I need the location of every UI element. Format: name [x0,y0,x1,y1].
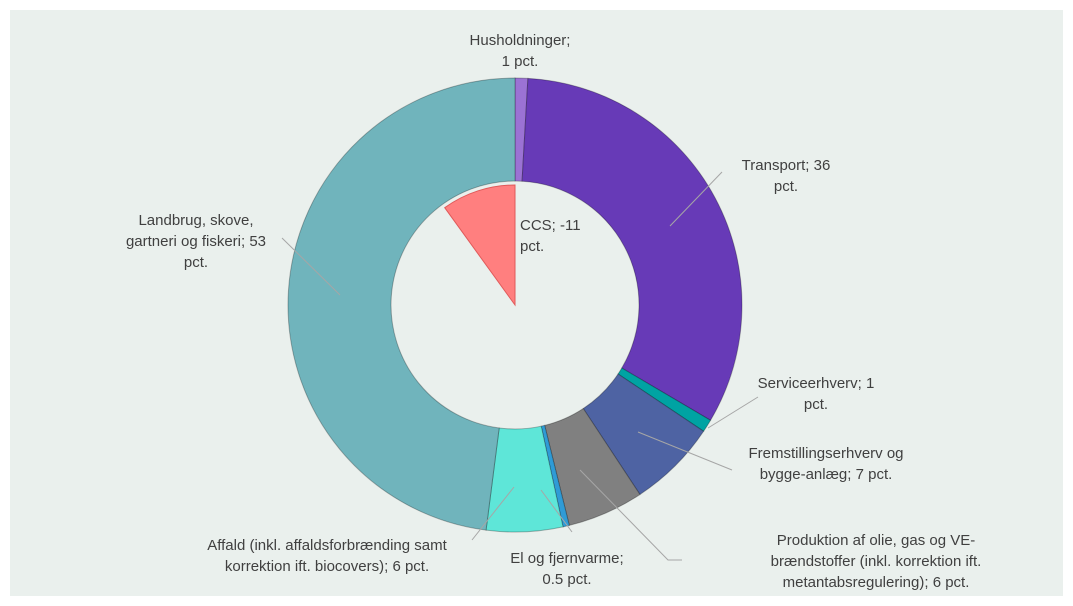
data-label: Produktion af olie, gas og VE-brændstoff… [751,530,1001,593]
value-label: 1 pct. [501,53,539,70]
value-label: 0.5 pct. [542,571,592,588]
value-label: 53 pct. [183,233,267,271]
category-label: Landbrug, skove, gartneri og fiskeri; [125,212,254,250]
value-label: -11 pct. [520,217,581,255]
value-label: 36 pct. [773,157,831,195]
value-label: 6 pct. [392,558,430,575]
leader-line [471,486,515,541]
data-label: Husholdninger; 1 pct. [464,30,576,72]
category-label: Husholdninger; [469,32,571,49]
data-label: Fremstillingserhverv og bygge-anlæg; 7 p… [746,443,906,485]
inner-wedge [444,184,516,307]
category-label: Fremstillingserhverv og bygge-anlæg; [748,445,904,483]
donut-segment [617,367,712,432]
donut-segment [485,425,564,533]
leader-line [707,396,759,429]
donut-segment [521,77,743,422]
category-label: El og fjernvarme; [510,550,624,567]
data-label: Landbrug, skove, gartneri og fiskeri; 53… [121,210,271,273]
leader-line [540,489,573,533]
leader-line [637,431,733,471]
value-label: 6 pct. [932,574,970,591]
category-label: Transport; [741,157,810,174]
data-label: El og fjernvarme; 0.5 pct. [501,548,633,590]
data-label: CCS; -11 pct. [520,215,592,257]
value-label: 1 pct. [803,375,875,413]
value-label: 7 pct. [855,466,893,483]
leader-line [579,469,682,561]
category-label: Serviceerhverv; [757,375,862,392]
data-label: Serviceerhverv; 1 pct. [757,373,875,415]
donut-segment [287,77,516,531]
category-label: CCS; [520,217,556,234]
leader-line [281,237,341,296]
data-label: Affald (inkl. affaldsforbrænding samt ko… [202,535,452,577]
data-label: Transport; 36 pct. [741,155,831,197]
donut-segment [514,77,529,182]
donut-segment [544,407,641,527]
category-label: Produktion af olie, gas og VE-brændstoff… [770,532,982,591]
category-label: Affald (inkl. affaldsforbrænding samt ko… [207,537,447,575]
leader-line [669,171,723,227]
